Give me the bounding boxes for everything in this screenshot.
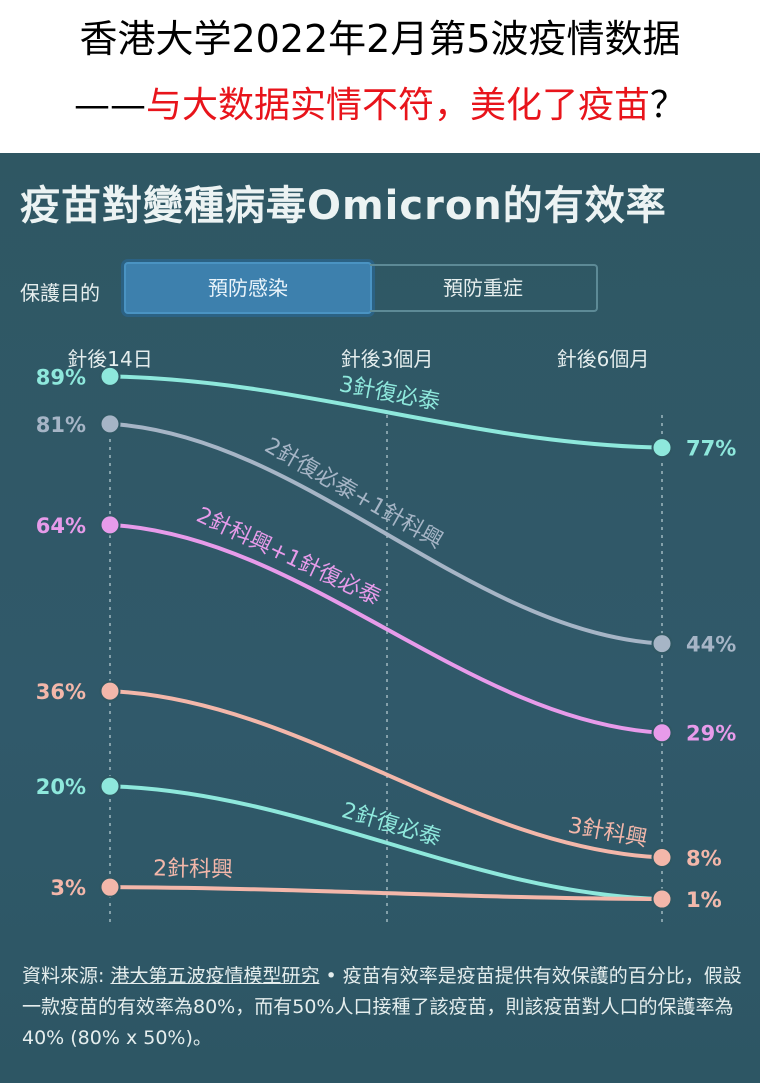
series-line [109, 374, 663, 450]
value-label-start: 3% [50, 876, 86, 900]
series-line [109, 885, 663, 902]
header-title: 香港大学2022年2月第5波疫情数据 [79, 17, 681, 61]
value-label-start: 20% [36, 775, 86, 799]
data-point [99, 876, 121, 898]
value-label-end: 77% [686, 437, 736, 461]
data-point [651, 722, 673, 744]
series-line [109, 689, 663, 860]
value-label-end: 1% [686, 888, 722, 912]
value-label-start: 89% [36, 365, 86, 389]
series-line [109, 421, 663, 646]
data-point [651, 888, 673, 910]
value-label-end: 29% [686, 722, 736, 746]
chart-panel: 疫苗對變種病毒Omicron的有效率 保護目的 預防感染 預防重症 針後14日針… [0, 153, 760, 1083]
data-point [99, 775, 121, 797]
source-note: 資料來源: 港大第五波疫情模型研究 • 疫苗有效率是疫苗提供有效保護的百分比，假… [22, 961, 742, 1054]
series-line [109, 522, 663, 735]
chart-title: 疫苗對變種病毒Omicron的有效率 [20, 183, 667, 229]
page-header: 香港大学2022年2月第5波疫情数据 ——与大数据实情不符，美化了疫苗？ [0, 0, 760, 153]
subtitle-question-mark: ？ [650, 85, 687, 126]
series-name-label: 2針科興+1針復必泰 [192, 503, 384, 611]
series-name-label: 3針復必泰 [337, 372, 442, 415]
data-point [651, 846, 673, 868]
purpose-label: 保護目的 [20, 281, 100, 305]
data-point [651, 633, 673, 655]
x-tick-label: 針後3個月 [341, 347, 434, 371]
efficacy-line-chart: 針後14日 針後3個月 針後6個月89%77%3針復必泰81%44%2針復必泰+1針… [36, 347, 736, 923]
value-label-start: 81% [36, 413, 86, 437]
value-label-start: 64% [36, 514, 86, 538]
series-name-label: 2針科興 [153, 856, 233, 882]
source-text: • 疫苗有效率是疫苗提供有效保護的百分比，假設一款疫苗的有效率為80%，而有50… [22, 965, 742, 1049]
subtitle-red-text: 与大数据实情不符，美化了疫苗 [145, 85, 650, 126]
subtitle-dash: —— [73, 85, 146, 126]
data-point [99, 514, 121, 536]
data-point [99, 413, 121, 435]
data-point [99, 365, 121, 387]
tab-prevent-severe[interactable]: 預防重症 [370, 264, 598, 312]
x-tick-label: 針後6個月 [557, 347, 650, 371]
value-label-start: 36% [36, 680, 86, 704]
value-label-end: 8% [686, 846, 722, 870]
value-label-end: 44% [686, 633, 736, 657]
data-point [651, 437, 673, 459]
series-name-label: 2針復必泰+1針科興 [260, 433, 447, 554]
series-line [109, 784, 663, 902]
data-point [99, 680, 121, 702]
source-prefix: 資料來源: [22, 965, 111, 987]
value-label-end: 1% [686, 888, 722, 912]
tab-prevent-infection[interactable]: 預防感染 [124, 262, 372, 314]
source-link[interactable]: 港大第五波疫情模型研究 [110, 965, 320, 987]
header-subtitle: ——与大数据实情不符，美化了疫苗？ [0, 76, 760, 128]
